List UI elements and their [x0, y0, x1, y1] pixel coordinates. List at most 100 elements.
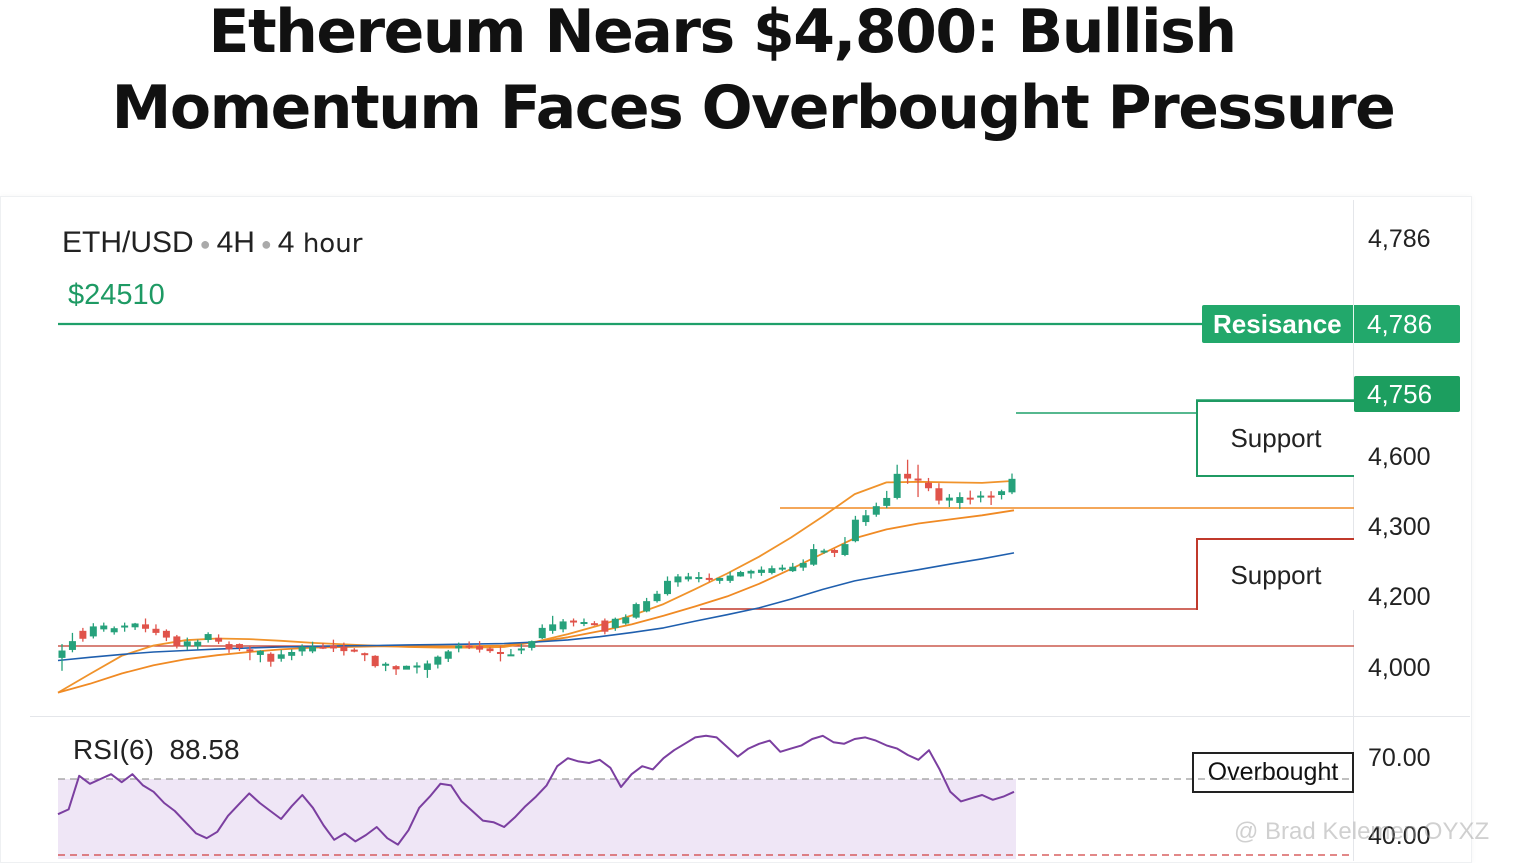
candle-body	[549, 624, 557, 631]
candle	[559, 619, 567, 633]
support-upper-box: Support	[1196, 400, 1354, 477]
candle	[162, 629, 170, 642]
candle	[194, 639, 202, 650]
candle	[382, 662, 390, 672]
candle-body	[1008, 478, 1016, 493]
separator-dot: ●	[199, 233, 211, 254]
candle	[590, 621, 598, 626]
moving-average-2	[57, 509, 1015, 694]
candle	[862, 509, 870, 526]
candle-body	[476, 646, 484, 650]
overbought-box: Overbought	[1192, 752, 1354, 793]
candle-body	[862, 515, 870, 523]
candle-body	[340, 646, 348, 652]
candle	[392, 665, 400, 675]
candle	[152, 624, 160, 636]
candle-body	[183, 641, 191, 647]
candle-body	[632, 604, 640, 618]
last-price: $24510	[68, 279, 165, 311]
candle	[444, 649, 452, 662]
candle	[183, 637, 191, 650]
candle	[277, 649, 285, 662]
support-lower-box: Support	[1196, 538, 1354, 610]
candle-body	[977, 495, 985, 498]
candle	[455, 642, 463, 653]
candle	[904, 459, 912, 484]
candle-body	[142, 624, 150, 629]
candle	[538, 624, 546, 640]
candle-body	[559, 621, 567, 630]
candle-body	[705, 577, 713, 580]
candle-body	[486, 648, 494, 652]
candle	[58, 644, 66, 671]
candle-body	[684, 576, 692, 580]
separator-dot: ●	[260, 233, 272, 254]
candle	[100, 622, 108, 632]
candle	[329, 639, 337, 652]
candle-body	[768, 568, 776, 573]
symbol-header[interactable]: ETH/USD ● 4H ● 4 hour	[62, 226, 362, 260]
candle-body	[382, 663, 390, 666]
candle-body	[789, 566, 797, 572]
resistance-value: 4,786	[1367, 309, 1433, 339]
interval-number: 4	[277, 226, 295, 259]
candle-body	[434, 656, 442, 665]
candle	[789, 562, 797, 573]
candle	[977, 491, 985, 503]
candle-body	[695, 577, 703, 580]
candle-body	[413, 665, 421, 668]
candle-body	[590, 623, 598, 626]
candle	[371, 655, 379, 668]
watermark: @ Brad Kelemen OYXZ	[1234, 818, 1490, 845]
price-tick-4000: 4,000	[1368, 654, 1431, 682]
candle-body	[945, 497, 953, 501]
candle-body	[361, 653, 369, 656]
candle	[403, 665, 411, 670]
candle-body	[966, 497, 974, 500]
candle-body	[392, 666, 400, 670]
candle	[68, 632, 76, 653]
candle-body	[225, 644, 233, 650]
candle	[528, 640, 536, 651]
resistance-label: Resisance	[1213, 309, 1342, 339]
candle-body	[872, 506, 880, 515]
candle-body	[570, 620, 578, 623]
candle-body	[726, 575, 734, 581]
candle-body	[403, 665, 411, 670]
candle	[298, 644, 306, 656]
candle-body	[215, 637, 223, 642]
candle-body	[89, 626, 97, 637]
price-tick-top: 4,786	[1368, 225, 1431, 253]
candle-body	[68, 641, 76, 650]
rsi-value: 88.58	[169, 734, 240, 765]
candle	[517, 644, 525, 655]
candle-body	[653, 593, 661, 602]
price-tick-4600: 4,600	[1368, 443, 1431, 471]
candle-body	[538, 627, 546, 639]
candle	[496, 646, 504, 662]
candle	[486, 647, 494, 653]
candle-body	[580, 622, 588, 625]
candle	[987, 491, 995, 505]
candle	[705, 573, 713, 582]
candle-body	[956, 497, 964, 503]
candle	[810, 544, 818, 566]
candle-body	[246, 649, 254, 652]
rsi-tick-40: 40.00	[1368, 822, 1431, 850]
candle	[434, 655, 442, 669]
candle	[256, 650, 264, 663]
candle-body	[757, 569, 765, 573]
candle	[653, 590, 661, 603]
candle	[622, 614, 630, 625]
candle	[768, 565, 776, 575]
current-price-value: 4,756	[1367, 379, 1433, 409]
candle	[799, 559, 807, 571]
price-axis-divider	[1353, 200, 1354, 861]
candle	[549, 615, 557, 634]
candle-body	[100, 625, 108, 630]
support-lower-label: Support	[1230, 559, 1322, 590]
candle	[476, 641, 484, 653]
candle-body	[643, 601, 651, 612]
candle	[998, 489, 1006, 500]
